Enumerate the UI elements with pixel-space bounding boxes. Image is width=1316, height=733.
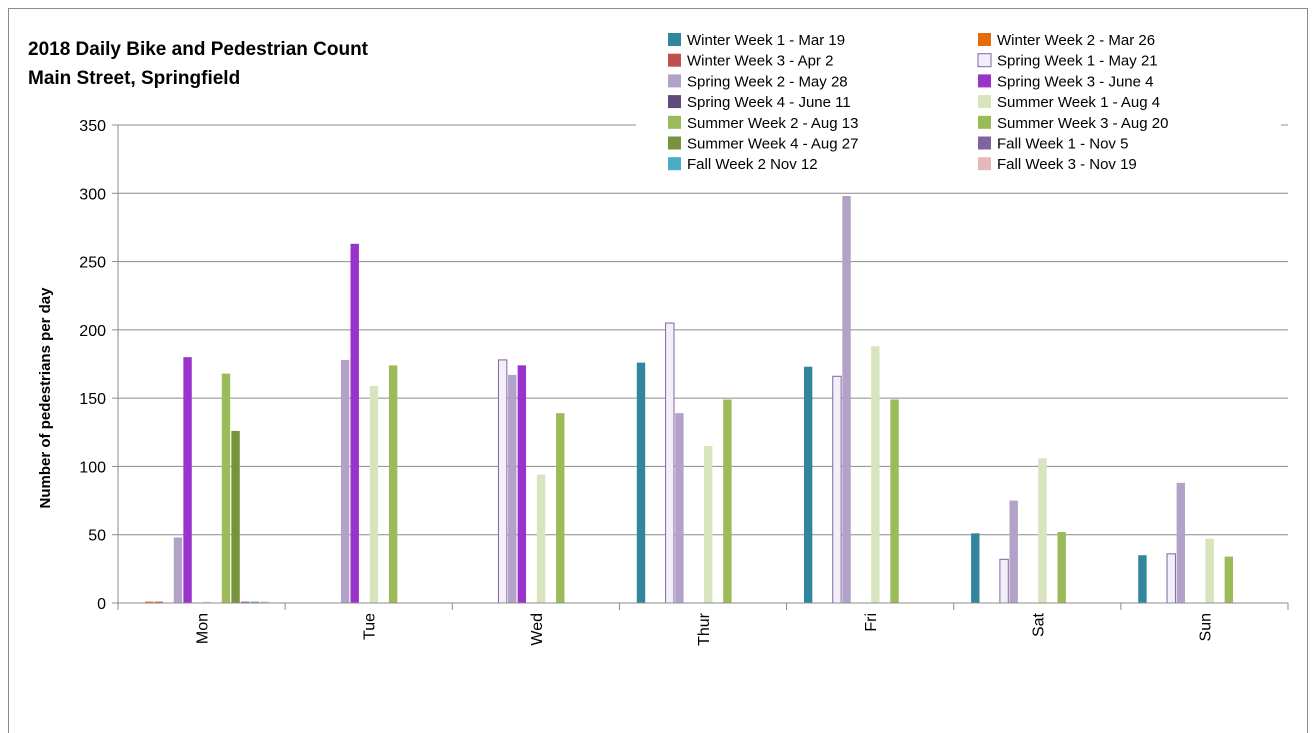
legend-label: Spring Week 4 - June 11 bbox=[687, 94, 851, 111]
legend-label: Spring Week 3 - June 4 bbox=[997, 73, 1153, 90]
bar bbox=[173, 537, 183, 603]
bar bbox=[536, 474, 546, 603]
legend-swatch bbox=[668, 33, 681, 46]
legend-label: Spring Week 1 - May 21 bbox=[997, 53, 1158, 70]
x-tick-label: Tue bbox=[362, 613, 379, 640]
legend-swatch bbox=[977, 53, 992, 68]
bar bbox=[556, 413, 565, 603]
y-tick-label: 0 bbox=[97, 596, 106, 613]
bar bbox=[183, 357, 192, 603]
legend: Winter Week 1 - Mar 19 Winter Week 2 - Ma… bbox=[636, 28, 1281, 186]
y-tick-label: 50 bbox=[88, 528, 106, 545]
bar bbox=[202, 601, 211, 603]
legend-label: Fall Week 3 - Nov 19 bbox=[997, 156, 1137, 173]
bar bbox=[890, 399, 899, 603]
bar bbox=[1038, 458, 1047, 603]
bar bbox=[340, 359, 350, 603]
bar bbox=[1138, 555, 1147, 603]
bar bbox=[497, 359, 508, 604]
legend-label: Winter Week 3 - Apr 2 bbox=[687, 53, 833, 70]
legend-swatch bbox=[668, 74, 681, 88]
y-axis-label: Number of pedestrians per day bbox=[37, 287, 54, 509]
legend-label: Summer Week 4 - Aug 27 bbox=[687, 136, 858, 153]
bar bbox=[154, 601, 163, 603]
x-tick-label: Sun bbox=[1197, 613, 1214, 641]
legend-label: Summer Week 2 - Aug 13 bbox=[687, 115, 858, 132]
bar bbox=[231, 430, 240, 603]
legend-label: Fall Week 1 - Nov 5 bbox=[997, 136, 1128, 153]
legend-swatch bbox=[668, 136, 681, 150]
x-tick-label: Sat bbox=[1030, 612, 1047, 637]
x-tick-label: Mon bbox=[195, 613, 212, 644]
bar bbox=[517, 365, 527, 603]
y-tick-label: 200 bbox=[79, 323, 106, 340]
bar bbox=[665, 322, 675, 604]
y-tick-label: 250 bbox=[79, 255, 106, 272]
bar bbox=[260, 601, 269, 603]
bar bbox=[1057, 531, 1066, 603]
legend-label: Winter Week 1 - Mar 19 bbox=[687, 32, 845, 49]
x-tick-label: Fri bbox=[863, 613, 880, 632]
bar bbox=[144, 601, 154, 603]
legend-label: Summer Week 3 - Aug 20 bbox=[997, 115, 1168, 132]
bar bbox=[871, 346, 880, 603]
bar bbox=[842, 196, 851, 603]
y-tick-label: 350 bbox=[79, 118, 106, 135]
bar bbox=[636, 362, 646, 603]
legend-label: Fall Week 2 Nov 12 bbox=[687, 156, 818, 173]
legend-swatch bbox=[978, 136, 991, 150]
chart-subtitle: Main Street, Springfield bbox=[28, 68, 240, 89]
bar bbox=[369, 385, 379, 603]
legend-swatch bbox=[978, 115, 991, 129]
bar bbox=[508, 374, 517, 603]
bar bbox=[999, 558, 1009, 604]
legend-label: Winter Week 2 - Mar 26 bbox=[997, 32, 1155, 49]
bar bbox=[388, 365, 398, 603]
bar bbox=[832, 375, 842, 604]
bar bbox=[250, 601, 259, 603]
y-tick-label: 300 bbox=[79, 186, 106, 203]
bar bbox=[803, 366, 813, 603]
bar bbox=[350, 243, 359, 603]
bar bbox=[971, 533, 980, 603]
legend-swatch bbox=[668, 53, 681, 67]
bar bbox=[675, 413, 684, 603]
legend-background bbox=[636, 28, 1281, 186]
bar bbox=[240, 601, 250, 603]
y-tick-label: 100 bbox=[79, 459, 106, 476]
x-tick-label: Thur bbox=[696, 612, 713, 646]
bar bbox=[1176, 482, 1186, 603]
legend-swatch bbox=[668, 157, 681, 171]
bar bbox=[1205, 538, 1214, 603]
axes: 0 50 100 150 200 250 300 350 Mon Tue Wed Thur Fri Sat… bbox=[79, 118, 1289, 646]
legend-label: Spring Week 2 - May 28 bbox=[687, 73, 848, 90]
bars bbox=[144, 196, 1234, 604]
bar bbox=[1224, 556, 1234, 603]
bar bbox=[1009, 500, 1018, 603]
y-tick-label: 150 bbox=[79, 391, 106, 408]
legend-swatch bbox=[978, 157, 991, 171]
bar bbox=[1166, 553, 1176, 604]
bar bbox=[704, 445, 713, 603]
legend-label: Summer Week 1 - Aug 4 bbox=[997, 94, 1160, 111]
x-tick-label: Wed bbox=[529, 613, 546, 646]
bar bbox=[221, 373, 231, 603]
legend-swatch bbox=[668, 95, 681, 109]
legend-swatch bbox=[978, 33, 991, 46]
grid-lines bbox=[118, 124, 1288, 536]
legend-swatch bbox=[668, 115, 681, 129]
legend-swatch bbox=[978, 95, 991, 109]
chart-title: 2018 Daily Bike and Pedestrian Count bbox=[28, 39, 369, 60]
bar bbox=[723, 399, 732, 603]
legend-swatch bbox=[978, 74, 991, 88]
